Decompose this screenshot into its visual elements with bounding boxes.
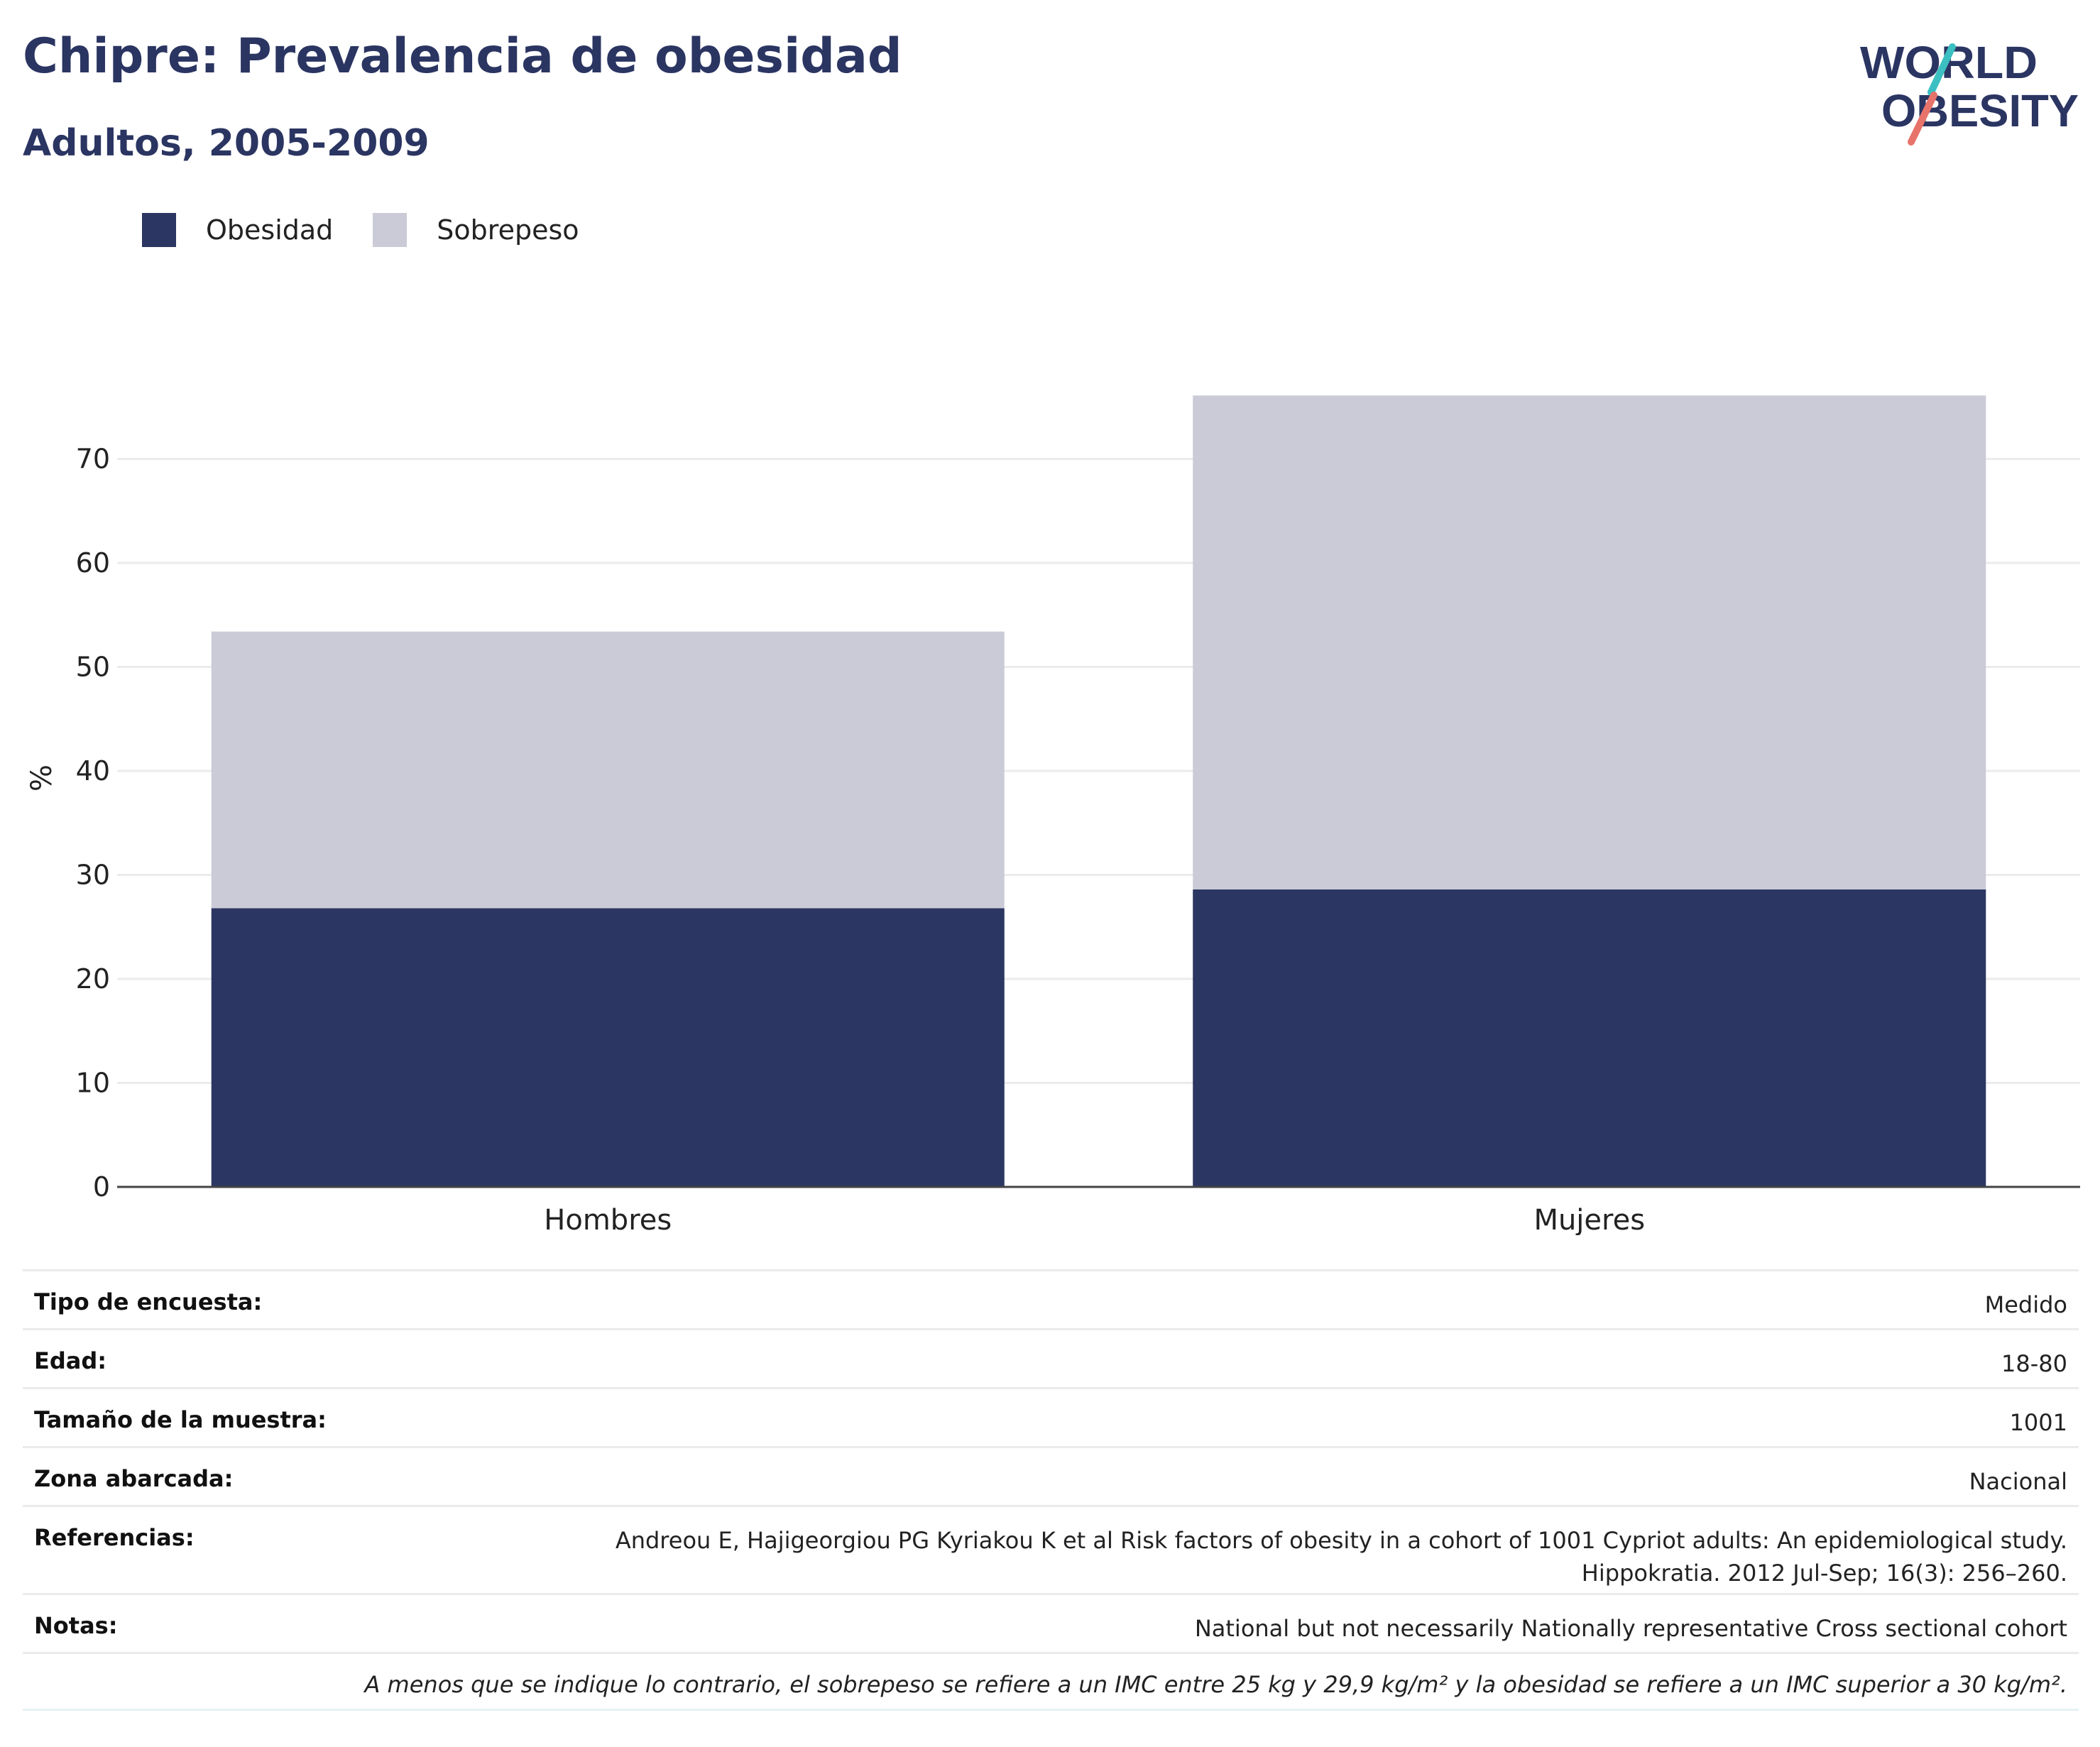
row-value-zona-abarcada: Nacional bbox=[1969, 1468, 2067, 1495]
row-label-tipo-encuesta: Tipo de encuesta: bbox=[34, 1288, 263, 1315]
legend-swatch-sobrepeso bbox=[373, 213, 408, 247]
bar-sobrepeso-mujeres[interactable] bbox=[1193, 395, 1986, 890]
y-axis-label: % bbox=[26, 765, 58, 792]
reference-line-1: Andreou E, Hajigeorgiou PG Kyriakou K et… bbox=[615, 1527, 2067, 1554]
row-label-notas: Notas: bbox=[34, 1612, 118, 1639]
y-tick-label: 70 bbox=[76, 444, 110, 475]
row-label-edad: Edad: bbox=[34, 1347, 107, 1374]
row-referencias: Referencias: Andreou E, Hajigeorgiou PG … bbox=[23, 1505, 2079, 1593]
y-tick-label: 10 bbox=[76, 1068, 110, 1099]
logo-slash-teal bbox=[1927, 43, 1956, 96]
chart-legend: Obesidad Sobrepeso bbox=[142, 213, 619, 247]
page-subtitle: Adultos, 2005-2009 bbox=[23, 122, 430, 165]
legend-item-sobrepeso[interactable]: Sobrepeso bbox=[373, 213, 579, 247]
reference-line-2: Hippokratia. 2012 Jul-Sep; 16(3): 256–26… bbox=[1581, 1560, 2067, 1587]
bar-obesidad-hombres[interactable] bbox=[211, 908, 1005, 1187]
survey-info-table: Tipo de encuesta: Medido Edad: 18-80 Tam… bbox=[23, 1269, 2079, 1711]
row-value-notas: National but not necessarily Nationally … bbox=[1194, 1615, 2067, 1642]
row-notas: Notas: National but not necessarily Nati… bbox=[23, 1593, 2079, 1652]
row-value-tamano-muestra: 1001 bbox=[2009, 1409, 2067, 1436]
legend-label-sobrepeso: Sobrepeso bbox=[437, 214, 579, 246]
row-tamano-muestra: Tamaño de la muestra: 1001 bbox=[23, 1387, 2079, 1446]
row-label-zona-abarcada: Zona abarcada: bbox=[34, 1465, 234, 1492]
row-label-tamano-muestra: Tamaño de la muestra: bbox=[34, 1406, 327, 1433]
footnote: A menos que se indique lo contrario, el … bbox=[23, 1652, 2079, 1711]
bar-sobrepeso-hombres[interactable] bbox=[211, 631, 1005, 909]
row-value-edad: 18-80 bbox=[2001, 1350, 2067, 1377]
logo-line-2: OBESITY bbox=[1881, 85, 2079, 136]
legend-item-obesidad[interactable]: Obesidad bbox=[142, 213, 333, 247]
row-value-tipo-encuesta: Medido bbox=[1984, 1291, 2067, 1318]
y-tick-label: 40 bbox=[76, 755, 110, 787]
y-tick-label: 60 bbox=[76, 547, 110, 579]
legend-swatch-obesidad bbox=[142, 213, 176, 247]
y-tick-label: 20 bbox=[76, 963, 110, 995]
x-tick-label: Mujeres bbox=[1533, 1204, 1645, 1235]
logo-slash-coral bbox=[1908, 92, 1937, 146]
row-tipo-encuesta: Tipo de encuesta: Medido bbox=[23, 1269, 2079, 1328]
x-tick-label: Hombres bbox=[544, 1204, 672, 1235]
world-obesity-logo: WORLD OBESITY bbox=[1860, 37, 2079, 146]
y-tick-label: 0 bbox=[93, 1171, 110, 1203]
bar-obesidad-mujeres[interactable] bbox=[1193, 889, 1986, 1187]
row-edad: Edad: 18-80 bbox=[23, 1328, 2079, 1387]
page-title: Chipre: Prevalencia de obesidad bbox=[23, 28, 902, 84]
legend-label-obesidad: Obesidad bbox=[206, 214, 334, 246]
row-label-referencias: Referencias: bbox=[34, 1524, 195, 1551]
row-value-referencias: Andreou E, Hajigeorgiou PG Kyriakou K et… bbox=[616, 1524, 2067, 1589]
bar-chart: 0 10 20 30 40 50 60 70% Hombres Mujeres bbox=[26, 395, 2080, 1235]
y-tick-label: 50 bbox=[76, 652, 110, 683]
y-tick-label: 30 bbox=[76, 860, 110, 891]
row-zona-abarcada: Zona abarcada: Nacional bbox=[23, 1446, 2079, 1505]
